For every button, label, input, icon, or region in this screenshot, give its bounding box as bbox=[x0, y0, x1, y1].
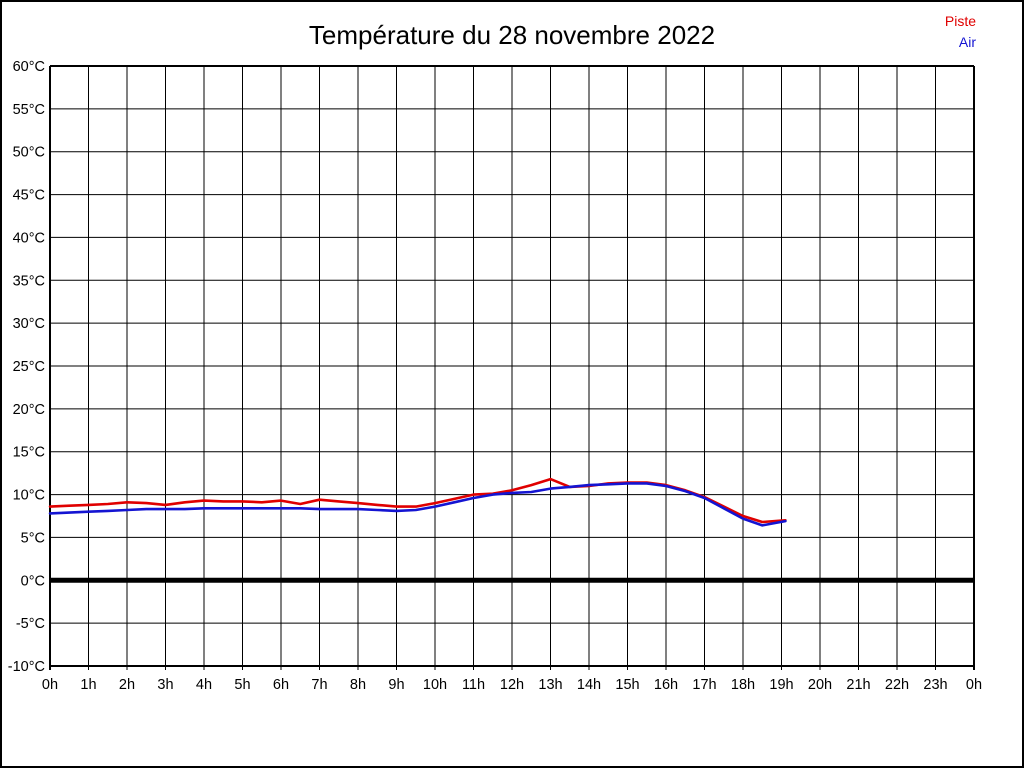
x-tick-label: 8h bbox=[350, 677, 366, 693]
x-tick-label: 7h bbox=[311, 677, 327, 693]
y-tick-label: -5°C bbox=[16, 616, 45, 632]
y-tick-label: -10°C bbox=[8, 659, 45, 675]
x-tick-label: 10h bbox=[423, 677, 447, 693]
x-tick-label: 9h bbox=[388, 677, 404, 693]
y-tick-label: 0°C bbox=[21, 573, 45, 589]
x-tick-label: 5h bbox=[234, 677, 250, 693]
y-tick-label: 60°C bbox=[13, 59, 45, 75]
x-tick-label: 21h bbox=[846, 677, 870, 693]
x-tick-label: 16h bbox=[654, 677, 678, 693]
x-tick-label: 4h bbox=[196, 677, 212, 693]
y-tick-label: 10°C bbox=[13, 488, 45, 504]
series-line-air bbox=[48, 482, 787, 527]
x-tick-label: 13h bbox=[538, 677, 562, 693]
y-tick-label: 30°C bbox=[13, 316, 45, 332]
y-tick-label: 35°C bbox=[13, 273, 45, 289]
y-tick-label: 55°C bbox=[13, 102, 45, 118]
chart-title: Température du 28 novembre 2022 bbox=[308, 20, 716, 50]
y-tick-label: 20°C bbox=[13, 402, 45, 418]
y-tick-label: 25°C bbox=[13, 359, 45, 375]
x-tick-label: 15h bbox=[615, 677, 639, 693]
y-tick-label: 5°C bbox=[21, 530, 45, 546]
x-tick-label: 14h bbox=[577, 677, 601, 693]
x-tick-label: 23h bbox=[923, 677, 947, 693]
y-tick-label: 45°C bbox=[13, 188, 45, 204]
y-tick-label: 15°C bbox=[13, 445, 45, 461]
x-tick-label: 0h bbox=[42, 677, 58, 693]
x-tick-label: 11h bbox=[462, 677, 485, 693]
x-tick-label: 19h bbox=[769, 677, 793, 693]
legend-item-air: Air bbox=[958, 34, 976, 50]
y-tick-label: 40°C bbox=[13, 230, 45, 246]
x-tick-label: 0h bbox=[966, 677, 982, 693]
x-tick-label: 3h bbox=[157, 677, 173, 693]
x-tick-label: 18h bbox=[731, 677, 755, 693]
x-tick-label: 2h bbox=[119, 677, 135, 693]
legend-item-piste: Piste bbox=[944, 13, 976, 29]
x-tick-label: 22h bbox=[885, 677, 909, 693]
x-tick-label: 20h bbox=[808, 677, 832, 693]
x-tick-label: 1h bbox=[80, 677, 96, 693]
x-tick-label: 17h bbox=[692, 677, 716, 693]
x-tick-label: 6h bbox=[273, 677, 289, 693]
x-tick-label: 12h bbox=[500, 677, 524, 693]
series-line-piste bbox=[48, 477, 787, 524]
y-tick-label: 50°C bbox=[13, 145, 45, 161]
legend: Piste Air bbox=[945, 13, 976, 51]
